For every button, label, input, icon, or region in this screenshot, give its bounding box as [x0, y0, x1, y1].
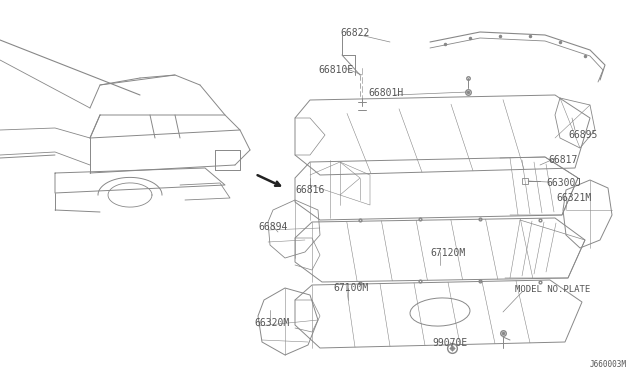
Text: MODEL NO.PLATE: MODEL NO.PLATE [515, 285, 590, 294]
Bar [522, 178, 528, 184]
Text: 67100M: 67100M [333, 283, 368, 293]
Text: 66894: 66894 [258, 222, 287, 232]
Text: 66822: 66822 [340, 28, 369, 38]
Text: 66320M: 66320M [254, 318, 289, 328]
Text: 66895: 66895 [568, 130, 597, 140]
Text: 66810E: 66810E [318, 65, 353, 75]
Text: 67120M: 67120M [430, 248, 465, 258]
Text: 66801H: 66801H [368, 88, 403, 98]
Text: 66300J: 66300J [546, 178, 581, 188]
Text: J660003M: J660003M [590, 360, 627, 369]
Text: 99070E: 99070E [432, 338, 467, 348]
Text: 66816: 66816 [295, 185, 324, 195]
Text: 66817: 66817 [548, 155, 577, 165]
Text: 66321M: 66321M [556, 193, 591, 203]
